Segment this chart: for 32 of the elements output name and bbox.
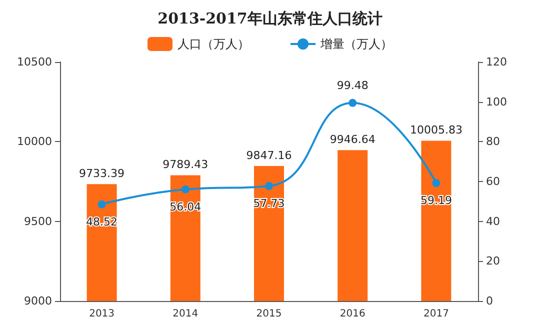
legend-label: 人口（万人） xyxy=(178,37,250,51)
point xyxy=(348,98,357,107)
y2-tick-label: 20 xyxy=(486,254,500,268)
x-tick-label: 2015 xyxy=(256,308,282,320)
y-tick-label: 9000 xyxy=(24,294,52,308)
legend-label: 增量（万人） xyxy=(320,37,392,51)
data-label: 9733.39 xyxy=(79,167,125,180)
y-tick-label: 10000 xyxy=(17,135,52,148)
y2-tick-label: 0 xyxy=(486,294,493,308)
y2-tick-label: 60 xyxy=(486,175,500,188)
data-label: 9946.64 xyxy=(330,133,376,146)
x-tick-label: 2017 xyxy=(423,308,449,320)
point xyxy=(181,185,190,194)
data-label: 56.04 xyxy=(170,200,202,214)
y-tick-label: 10500 xyxy=(17,56,52,68)
y-tick-label: 9500 xyxy=(24,214,52,228)
point xyxy=(432,179,440,188)
data-label: 99.48 xyxy=(336,78,368,92)
point xyxy=(98,200,106,208)
x-tick-label: 2014 xyxy=(172,308,198,320)
chart-title: 2013-2017年山东常住人口统计 xyxy=(158,10,382,28)
y2-tick-label: 80 xyxy=(486,135,500,148)
data-label: 9847.16 xyxy=(246,149,292,162)
x-tick-label: 2016 xyxy=(340,308,366,320)
data-label: 57.73 xyxy=(253,197,285,210)
y2-tick-label: 100 xyxy=(486,95,507,108)
x-tick-label: 2013 xyxy=(89,308,115,320)
y2-tick-label: 40 xyxy=(486,214,500,228)
data-label: 9789.43 xyxy=(162,158,208,172)
point xyxy=(265,182,273,190)
data-label: 10005.83 xyxy=(410,124,462,137)
y2-tick-label: 120 xyxy=(486,56,507,68)
